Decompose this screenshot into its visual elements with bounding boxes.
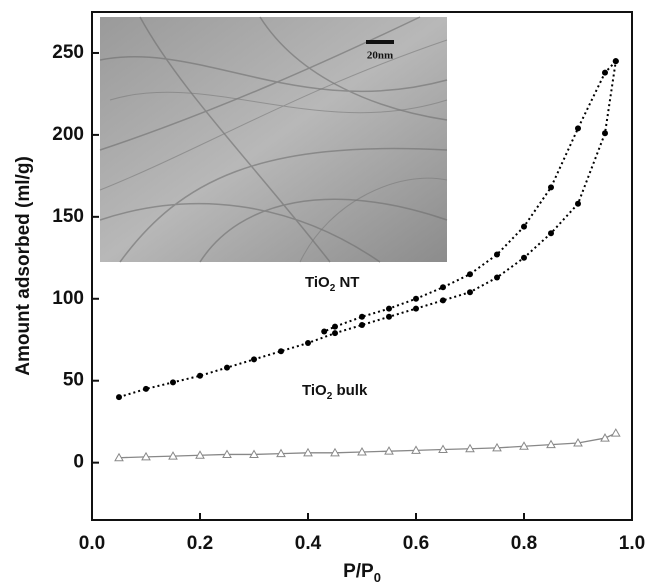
data-point xyxy=(170,379,176,386)
data-point xyxy=(521,254,527,261)
data-point xyxy=(386,305,392,312)
data-point xyxy=(440,297,446,304)
series-line xyxy=(118,61,617,399)
data-point xyxy=(465,443,475,453)
y-tick-label: 250 xyxy=(52,42,84,63)
series-annotation: TiO2 NT xyxy=(305,274,359,294)
data-point xyxy=(575,125,581,132)
x-tick-label: 0.2 xyxy=(187,533,213,554)
data-point xyxy=(251,356,257,363)
data-point xyxy=(548,184,554,191)
y-tick-label: 50 xyxy=(63,370,84,391)
data-point xyxy=(116,394,122,401)
data-point xyxy=(332,330,338,337)
scale-bar-label: 20nm xyxy=(367,50,393,62)
data-point xyxy=(168,451,178,460)
data-point xyxy=(467,271,473,278)
data-point xyxy=(384,446,394,455)
data-point xyxy=(519,441,529,450)
data-point xyxy=(413,305,419,312)
data-point xyxy=(575,200,581,207)
plot-frame xyxy=(91,11,633,521)
annotation-part: 2 xyxy=(330,283,336,294)
data-point xyxy=(332,323,338,330)
data-point xyxy=(222,449,232,458)
x-axis-label: P/P0 xyxy=(343,561,381,585)
series-annotation: TiO2 bulk xyxy=(302,382,368,402)
data-point xyxy=(357,446,367,456)
data-point xyxy=(548,230,554,237)
x-tick-label: 0.0 xyxy=(79,533,105,554)
x-tick-label: 0.6 xyxy=(403,533,429,554)
data-point xyxy=(413,295,419,302)
data-point xyxy=(276,448,286,458)
data-point xyxy=(600,433,610,442)
data-point xyxy=(195,450,205,459)
data-point xyxy=(411,445,421,454)
data-point xyxy=(197,372,203,379)
data-point xyxy=(224,364,230,371)
x-tick-label: 0.8 xyxy=(511,533,537,554)
data-point xyxy=(612,58,619,65)
data-point xyxy=(546,439,556,449)
annotation-part: TiO xyxy=(302,382,327,399)
data-point xyxy=(602,69,608,76)
data-point xyxy=(303,447,313,457)
x-axis-label-part: P/P xyxy=(343,561,374,582)
data-point xyxy=(494,251,500,258)
annotation-part: NT xyxy=(335,274,359,291)
data-point xyxy=(438,444,448,454)
data-point xyxy=(278,348,284,355)
data-point xyxy=(330,447,340,457)
y-axis-label: Amount adsorbed (ml/g) xyxy=(13,156,34,376)
data-point xyxy=(249,449,259,458)
data-point xyxy=(141,451,151,461)
data-point xyxy=(492,442,502,452)
y-tick-label: 100 xyxy=(52,288,84,309)
data-point xyxy=(321,328,328,335)
annotation-part: bulk xyxy=(332,382,368,399)
data-point xyxy=(359,321,365,328)
data-point xyxy=(305,340,311,347)
series-line xyxy=(118,432,617,459)
x-tick-label: 0.4 xyxy=(295,533,322,554)
y-tick-label: 0 xyxy=(73,452,84,473)
data-point xyxy=(386,313,392,320)
data-point xyxy=(521,223,527,230)
inset-image: 20nm xyxy=(99,16,448,263)
annotation-part: TiO xyxy=(305,274,330,291)
x-tick-label: 1.0 xyxy=(619,533,645,554)
annotation-part: 2 xyxy=(327,391,333,402)
data-point xyxy=(494,274,500,281)
y-tick-label: 150 xyxy=(52,206,84,227)
data-point xyxy=(610,428,621,437)
y-tick-label: 200 xyxy=(52,124,84,145)
data-point xyxy=(602,130,608,137)
data-point xyxy=(143,385,149,392)
data-point xyxy=(467,289,473,296)
data-point xyxy=(573,437,583,447)
data-point xyxy=(114,452,124,462)
data-point xyxy=(440,284,446,291)
data-point xyxy=(359,313,365,320)
x-axis-label-part: 0 xyxy=(374,570,381,585)
